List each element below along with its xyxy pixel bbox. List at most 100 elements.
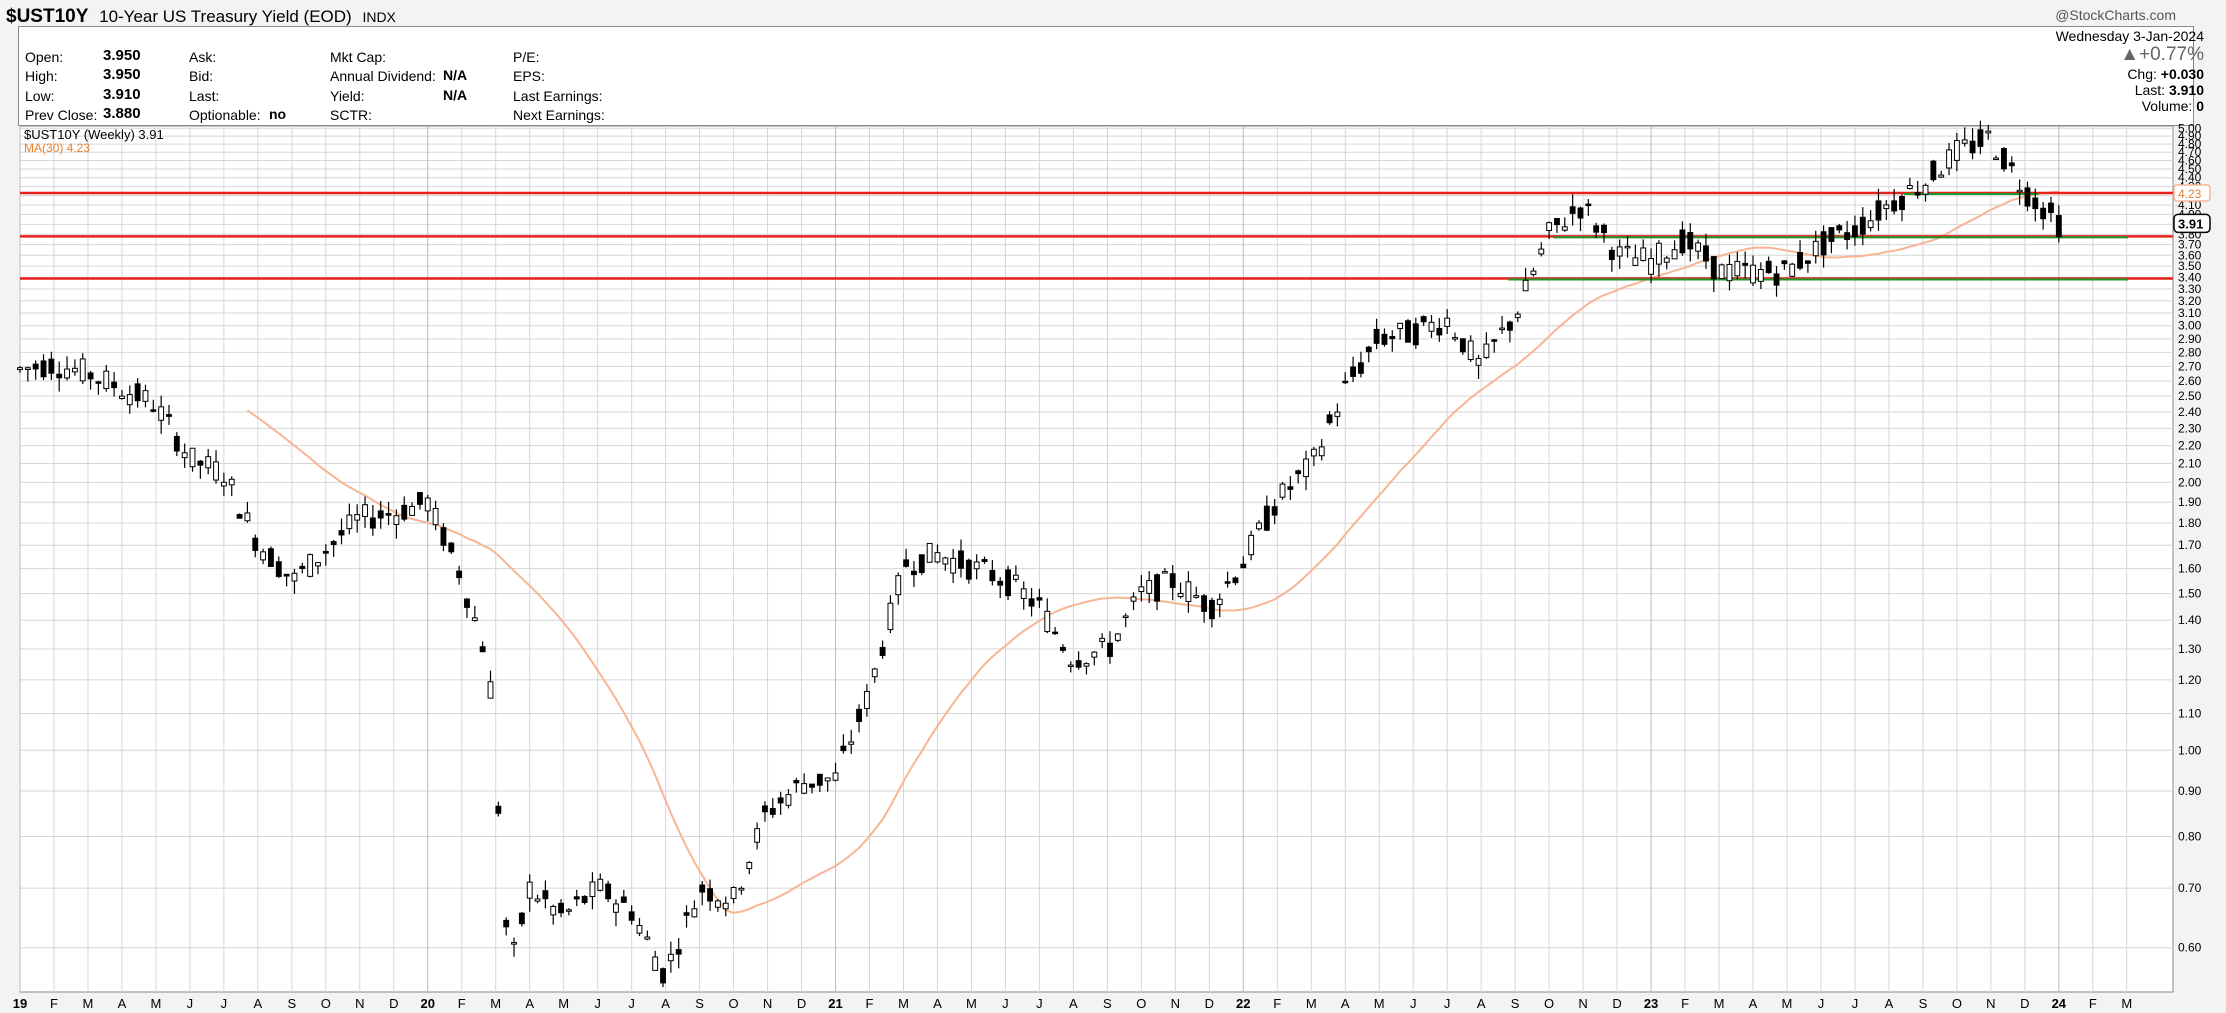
candle-body bbox=[150, 409, 157, 412]
candle-body bbox=[1836, 225, 1843, 231]
candle-body bbox=[769, 808, 776, 815]
candle-body bbox=[526, 881, 533, 899]
candle-body bbox=[1946, 149, 1952, 169]
candle bbox=[48, 351, 55, 380]
candle bbox=[134, 378, 141, 408]
candle bbox=[1161, 568, 1168, 574]
candle-body bbox=[1914, 191, 1921, 196]
candle bbox=[213, 450, 219, 484]
candle-body bbox=[942, 557, 949, 565]
candle-body bbox=[1436, 327, 1443, 336]
candle-body bbox=[1365, 346, 1372, 353]
candle-body bbox=[1232, 577, 1239, 584]
candle-body bbox=[613, 903, 619, 913]
candle bbox=[142, 384, 149, 408]
candle-body bbox=[1475, 358, 1482, 366]
candle bbox=[816, 773, 823, 793]
candle bbox=[1875, 188, 1882, 231]
x-tick-label: J bbox=[1852, 996, 1859, 1011]
candle-body bbox=[1569, 206, 1576, 214]
y-tick-label: 2.70 bbox=[2178, 359, 2202, 373]
x-tick-label: J bbox=[1410, 996, 1417, 1011]
candle bbox=[1718, 263, 1725, 280]
candle-body bbox=[369, 517, 376, 529]
candle bbox=[1812, 230, 1819, 264]
candle bbox=[542, 880, 549, 909]
x-tick-label: M bbox=[1714, 996, 1725, 1011]
candle bbox=[393, 509, 400, 539]
candle-body bbox=[1593, 225, 1600, 233]
moving-average-layer bbox=[246, 190, 2059, 914]
candle-body bbox=[1381, 333, 1388, 345]
candle-body bbox=[440, 527, 447, 546]
candle bbox=[1405, 319, 1411, 343]
x-tick-label: A bbox=[118, 996, 127, 1011]
candle-body bbox=[1530, 270, 1537, 275]
x-tick-label: A bbox=[254, 996, 263, 1011]
candle-body bbox=[362, 504, 368, 518]
candle-body bbox=[1169, 573, 1176, 588]
candle-body bbox=[1969, 140, 1976, 154]
candle-body bbox=[1522, 279, 1529, 292]
candle-body bbox=[1334, 411, 1341, 417]
credit-link[interactable]: @StockCharts.com bbox=[2055, 7, 2176, 23]
candle-body bbox=[636, 925, 643, 934]
candle bbox=[730, 886, 737, 904]
candle bbox=[667, 941, 674, 973]
candle-body bbox=[871, 668, 878, 678]
candle bbox=[769, 798, 776, 818]
candle-body bbox=[667, 953, 674, 962]
candle bbox=[32, 360, 39, 380]
candle bbox=[1906, 177, 1913, 190]
yield-value: N/A bbox=[443, 87, 468, 103]
candle bbox=[1820, 225, 1827, 268]
candle-body bbox=[2048, 202, 2054, 213]
candle bbox=[79, 353, 86, 385]
candle-body bbox=[220, 481, 227, 487]
candle-body bbox=[1130, 596, 1137, 602]
candle-body bbox=[848, 741, 855, 745]
candle bbox=[1334, 403, 1341, 427]
candle-body bbox=[1985, 130, 1992, 134]
candle-body bbox=[746, 862, 753, 869]
y-tick-label: 3.50 bbox=[2178, 259, 2202, 273]
x-tick-label: F bbox=[458, 996, 466, 1011]
candle bbox=[1742, 251, 1749, 279]
candle bbox=[1663, 255, 1670, 270]
candle-body bbox=[456, 570, 463, 579]
candle bbox=[636, 917, 643, 937]
candle-body bbox=[1350, 366, 1357, 377]
candle bbox=[1248, 530, 1255, 561]
candle-body bbox=[1601, 224, 1607, 234]
last-label: Last: bbox=[189, 88, 220, 104]
candle-body bbox=[479, 646, 486, 653]
candle-body bbox=[1467, 340, 1474, 361]
candle bbox=[1256, 520, 1262, 531]
candle bbox=[1052, 627, 1059, 635]
candle-body bbox=[1781, 260, 1788, 265]
x-tick-label: M bbox=[2121, 996, 2132, 1011]
candle-body bbox=[1452, 337, 1458, 340]
candle bbox=[377, 501, 384, 529]
candle bbox=[1436, 318, 1443, 342]
candle-body bbox=[1514, 313, 1521, 319]
candle-body bbox=[950, 557, 957, 574]
candle-body bbox=[1138, 586, 1145, 593]
candle-body bbox=[307, 554, 314, 577]
candle-body bbox=[330, 541, 337, 545]
x-tick-label: A bbox=[1069, 996, 1078, 1011]
candle-body bbox=[1867, 220, 1874, 229]
candle-body bbox=[660, 968, 666, 984]
x-tick-label: M bbox=[83, 996, 94, 1011]
candle bbox=[785, 788, 792, 809]
y-tick-label: 2.40 bbox=[2178, 405, 2202, 419]
candle-body bbox=[840, 745, 847, 752]
candle-body bbox=[1060, 646, 1066, 651]
candle-body bbox=[354, 514, 361, 521]
candle-body bbox=[675, 949, 682, 955]
candle-body bbox=[142, 390, 149, 402]
candle-body bbox=[1883, 204, 1890, 210]
candle bbox=[40, 354, 47, 381]
candle bbox=[1883, 200, 1890, 221]
